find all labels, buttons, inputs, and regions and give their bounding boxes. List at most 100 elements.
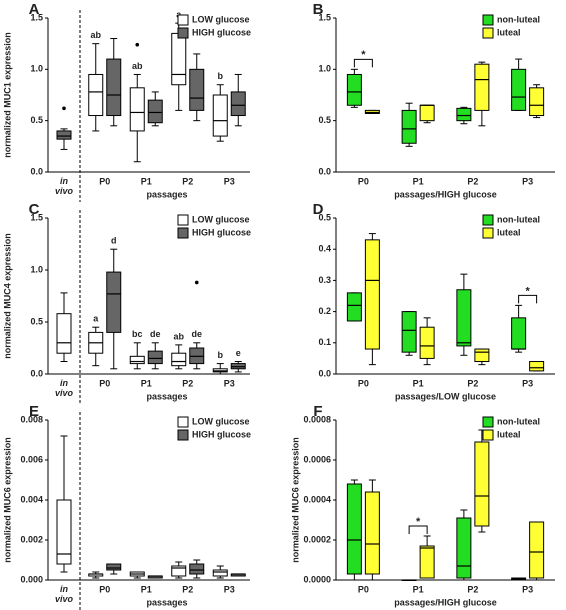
- panel-letter: B: [313, 1, 324, 18]
- box: [212, 94, 228, 137]
- y-tick-label: 0.000: [20, 574, 43, 584]
- box: [364, 239, 380, 350]
- legend-label: HIGH glucose: [192, 27, 251, 37]
- x-axis-label: passages: [146, 391, 187, 401]
- y-tick-label: 0.2: [318, 306, 331, 316]
- x-tick-label: P2: [182, 176, 193, 186]
- legend-label: LOW glucose: [192, 214, 250, 224]
- y-tick-label: 0.0: [318, 166, 331, 176]
- significance-label: *: [525, 285, 530, 297]
- y-tick-label: 0.0004: [303, 494, 331, 504]
- box: [456, 107, 472, 122]
- y-tick-label: 0.002: [20, 534, 43, 544]
- box: [346, 292, 362, 322]
- x-tick-label: P3: [522, 584, 533, 594]
- box: [129, 87, 145, 132]
- box: [419, 104, 435, 122]
- box: [511, 68, 527, 111]
- y-tick-label: 0.0: [318, 368, 331, 378]
- legend-swatch: [177, 429, 189, 441]
- y-tick-label: 0.1: [318, 337, 331, 347]
- box: [401, 311, 417, 353]
- significance-label: *: [361, 49, 366, 61]
- group-letter: bc: [132, 329, 143, 339]
- group-letter: de: [150, 329, 161, 339]
- legend-label: HIGH glucose: [192, 227, 251, 237]
- y-tick-label: 0.0002: [303, 534, 331, 544]
- group-letter: ab: [132, 61, 143, 71]
- y-tick-label: 0.5: [30, 316, 43, 326]
- box: [189, 68, 205, 111]
- box: [171, 32, 187, 86]
- x-axis-label: passages/LOW glucose: [395, 391, 496, 401]
- group-letter: b: [218, 350, 224, 360]
- y-tick-label: 0.3: [318, 275, 331, 285]
- group-letter: ab: [90, 30, 101, 40]
- box: [474, 441, 490, 527]
- legend-label: LOW glucose: [192, 14, 250, 24]
- reference-label: in vivo: [54, 378, 73, 398]
- legend-label: luteal: [497, 27, 521, 37]
- legend-swatch: [177, 416, 189, 428]
- y-tick-label: 0.5: [318, 212, 331, 222]
- x-tick-label: P1: [413, 378, 424, 388]
- x-tick-label: P2: [467, 176, 478, 186]
- outlier: [194, 280, 199, 285]
- y-tick-label: 0.0006: [303, 454, 331, 464]
- legend-label: luteal: [497, 429, 521, 439]
- box: [474, 348, 490, 363]
- box: [189, 563, 205, 575]
- legend-swatch: [482, 416, 494, 428]
- box: [212, 569, 228, 577]
- legend-label: luteal: [497, 227, 521, 237]
- y-axis-label: normalized MUC4 expression: [2, 233, 12, 359]
- legend-label: HIGH glucose: [192, 429, 251, 439]
- legend-swatch: [482, 214, 494, 226]
- y-tick-label: 0.4: [318, 244, 331, 254]
- x-tick-label: P1: [141, 378, 152, 388]
- panel-letter: E: [29, 403, 39, 420]
- legend-swatch: [482, 227, 494, 239]
- outlier: [62, 106, 66, 111]
- legend-label: LOW glucose: [192, 416, 250, 426]
- box: [529, 361, 545, 372]
- y-axis-label: normalized MUC6 expression: [2, 437, 12, 563]
- x-axis-label: passages/HIGH glucose: [394, 189, 497, 199]
- significance-bracket: [353, 58, 373, 68]
- y-tick-label: 1.5: [318, 12, 331, 22]
- box: [56, 130, 72, 140]
- y-tick-label: 1.5: [30, 12, 43, 22]
- box: [230, 91, 246, 117]
- y-tick-label: 0.5: [318, 115, 331, 125]
- box: [88, 73, 104, 117]
- box: [56, 313, 72, 354]
- legend-swatch: [482, 14, 494, 26]
- group-letter: de: [191, 329, 202, 339]
- x-tick-label: P0: [358, 176, 369, 186]
- y-tick-label: 0.008: [20, 414, 43, 424]
- x-tick-label: P0: [99, 378, 110, 388]
- box: [129, 355, 145, 365]
- x-tick-label: P2: [467, 584, 478, 594]
- x-tick-label: P2: [467, 378, 478, 388]
- box: [419, 545, 435, 579]
- x-tick-label: P2: [182, 378, 193, 388]
- panel-letter: F: [313, 403, 322, 420]
- x-tick-label: P3: [224, 176, 235, 186]
- x-axis-label: passages: [146, 597, 187, 607]
- y-tick-label: 0.004: [20, 494, 43, 504]
- x-tick-label: P3: [522, 378, 533, 388]
- group-letter: a: [93, 314, 99, 324]
- box: [346, 483, 362, 575]
- x-tick-label: P3: [522, 176, 533, 186]
- panel-letter: D: [313, 201, 324, 218]
- y-tick-label: 0.006: [20, 454, 43, 464]
- box: [106, 563, 122, 571]
- box: [511, 317, 527, 350]
- significance-label: *: [416, 516, 421, 528]
- x-tick-label: P1: [141, 176, 152, 186]
- reference-label: in vivo: [54, 584, 73, 604]
- group-letter: e: [236, 348, 241, 358]
- box: [346, 73, 362, 106]
